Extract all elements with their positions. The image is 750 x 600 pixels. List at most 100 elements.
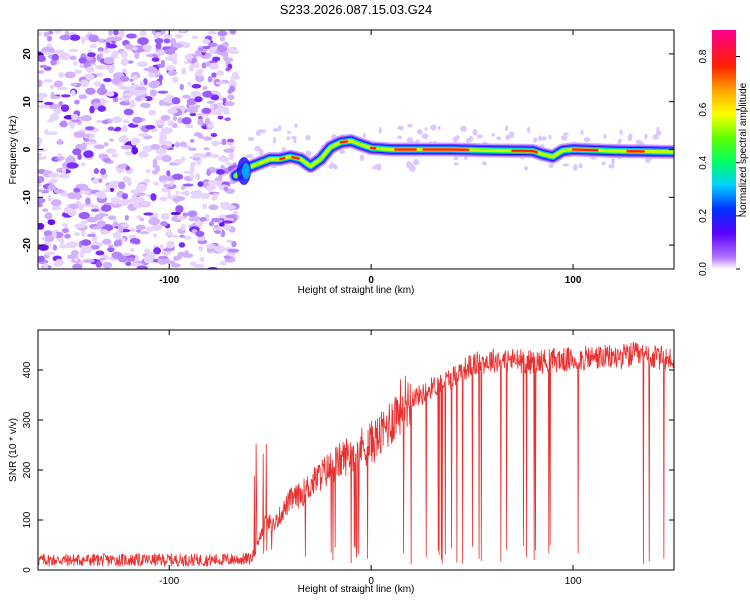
noise-blob xyxy=(73,187,81,193)
noise-blob xyxy=(131,193,137,201)
colorbar-tick-label: 0.6 xyxy=(698,102,709,116)
noise-blob xyxy=(144,248,151,254)
spectrogram-ridge xyxy=(228,133,674,186)
noise-blob xyxy=(156,31,161,38)
noise-blob xyxy=(120,145,133,150)
noise-blob xyxy=(78,203,85,211)
noise-blob xyxy=(406,137,414,144)
noise-blob xyxy=(183,170,195,174)
noise-blob xyxy=(58,173,70,179)
noise-blob xyxy=(175,195,186,202)
noise-blob xyxy=(526,126,531,134)
noise-blob xyxy=(359,154,365,162)
noise-blob xyxy=(116,167,125,174)
noise-blob xyxy=(38,92,48,99)
noise-blob xyxy=(173,159,184,164)
noise-blob xyxy=(81,229,86,238)
noise-blob xyxy=(192,263,205,269)
noise-blob xyxy=(227,138,235,143)
snr-ytick-label: 0 xyxy=(22,567,33,573)
noise-blob xyxy=(162,183,173,188)
noise-blob xyxy=(79,79,89,88)
noise-blob xyxy=(181,117,192,125)
noise-blob xyxy=(187,81,192,87)
noise-blob xyxy=(171,97,181,105)
noise-blob xyxy=(131,46,138,51)
noise-blob xyxy=(135,224,146,230)
noise-blob xyxy=(207,266,218,269)
noise-blob xyxy=(56,86,68,91)
noise-blob xyxy=(199,256,205,262)
noise-blob xyxy=(79,249,85,258)
noise-blob xyxy=(84,126,95,131)
noise-blob xyxy=(198,47,204,52)
noise-blob xyxy=(339,149,345,154)
noise-blob xyxy=(208,204,219,211)
noise-blob xyxy=(190,190,198,195)
noise-blob xyxy=(67,210,75,216)
noise-blob xyxy=(122,119,130,124)
noise-blob xyxy=(112,96,119,103)
noise-blob xyxy=(165,140,173,147)
noise-blob xyxy=(644,133,648,140)
noise-blob xyxy=(180,30,186,33)
noise-blob xyxy=(70,82,78,87)
noise-blob xyxy=(259,148,264,156)
noise-blob xyxy=(460,125,467,132)
noise-blob xyxy=(78,94,88,100)
noise-blob xyxy=(211,196,217,201)
noise-blob xyxy=(129,78,134,82)
noise-blob xyxy=(228,152,235,160)
noise-blob xyxy=(201,62,207,69)
noise-blob xyxy=(89,44,98,49)
noise-blob xyxy=(118,136,129,143)
noise-blob xyxy=(294,123,298,128)
noise-blob xyxy=(376,163,382,171)
noise-blob xyxy=(44,251,56,255)
noise-blob xyxy=(142,145,154,153)
noise-blob xyxy=(155,42,162,50)
noise-blob xyxy=(69,34,81,41)
noise-blob xyxy=(117,163,127,169)
spectrogram-ytick-label: -10 xyxy=(22,190,33,205)
noise-blob xyxy=(74,223,86,229)
noise-blob xyxy=(188,64,195,72)
noise-blob xyxy=(105,148,117,154)
noise-blob xyxy=(562,163,570,167)
spectrogram-xtick-label: 0 xyxy=(368,275,374,286)
noise-blob xyxy=(71,119,81,123)
noise-blob xyxy=(190,195,202,199)
noise-blob xyxy=(169,181,175,186)
noise-blob xyxy=(154,119,166,126)
noise-blob xyxy=(496,136,502,141)
noise-blob xyxy=(89,105,95,114)
noise-blob xyxy=(481,161,487,166)
noise-blob xyxy=(176,215,188,220)
colorbar-tick-label: 0.4 xyxy=(698,155,709,169)
noise-blob xyxy=(179,234,185,238)
noise-blob xyxy=(47,30,54,35)
noise-blob xyxy=(150,193,157,201)
noise-blob xyxy=(139,30,147,37)
noise-blob xyxy=(61,94,71,98)
noise-blob xyxy=(228,79,237,88)
noise-blob xyxy=(85,87,96,95)
noise-blob xyxy=(108,30,113,36)
noise-blob xyxy=(197,181,204,187)
noise-blob xyxy=(174,141,181,148)
noise-blob xyxy=(38,197,46,204)
noise-blob xyxy=(563,132,569,136)
noise-blob xyxy=(223,186,228,192)
noise-blob xyxy=(129,100,136,109)
noise-blob xyxy=(135,229,142,233)
noise-blob xyxy=(210,132,218,137)
spectrogram-ytick-label: 10 xyxy=(22,96,33,108)
noise-blob xyxy=(160,114,171,121)
snr-ytick-label: 300 xyxy=(22,411,33,428)
noise-blob xyxy=(583,137,591,143)
noise-blob xyxy=(119,198,130,206)
noise-blob xyxy=(207,179,218,186)
noise-blob xyxy=(201,107,212,114)
noise-blob xyxy=(107,126,115,131)
